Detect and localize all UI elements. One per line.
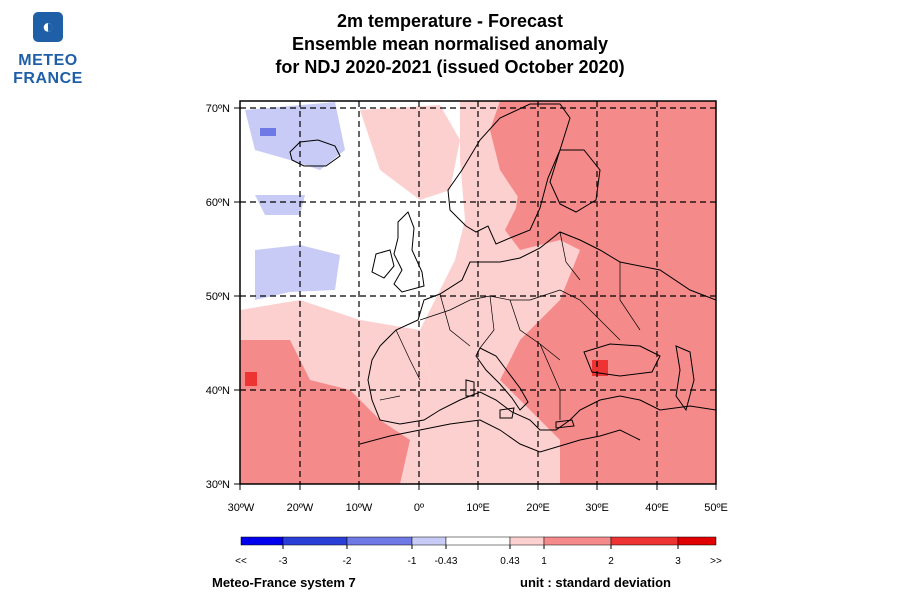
logo-line1: METEO — [18, 52, 78, 69]
anomaly-zone-strong-north — [515, 170, 580, 240]
lon-label: 40ºE — [645, 502, 669, 514]
coastline-ireland — [371, 249, 395, 279]
colorbar-label: -2 — [343, 556, 352, 567]
colorbar-labels: << -3 -2 -1 -0.43 0.43 1 2 3 >> — [235, 556, 722, 567]
colorbar-segment — [543, 536, 612, 546]
lon-label: 20ºE — [526, 502, 550, 514]
colorbar-label: -0.43 — [435, 556, 458, 567]
coastline-caspian — [675, 345, 695, 412]
lat-labels: 70ºN 60ºN 50ºN 40ºN 30ºN — [206, 103, 230, 491]
lat-label: 50ºN — [206, 291, 230, 303]
coastline-scandinavia — [447, 103, 571, 245]
colorbar-segment — [411, 536, 447, 546]
colorbar-segment — [240, 536, 284, 546]
colorbar-segment — [445, 536, 511, 546]
axis-ticks — [234, 107, 717, 490]
anomaly-zone-light-north — [360, 105, 460, 200]
anomaly-cell-deep-red — [245, 372, 257, 386]
coastline-italy — [475, 347, 529, 411]
colorbar-label: 0.43 — [500, 556, 520, 567]
colorbar — [240, 536, 717, 549]
colorbar-segment — [346, 536, 413, 546]
colorbar-segment — [677, 536, 717, 546]
coastline-continent — [367, 231, 716, 431]
colorbar-label: >> — [710, 556, 722, 567]
coastline-sardinia — [465, 379, 475, 397]
lat-label: 60ºN — [206, 197, 230, 209]
colorbar-segment — [610, 536, 679, 546]
lon-label: 50ºE — [704, 502, 728, 514]
logo-text: METEO FRANCE — [8, 52, 88, 88]
lat-label: 30ºN — [206, 479, 230, 491]
coastline-north-africa — [359, 419, 641, 453]
lon-label: 20ºW — [287, 502, 314, 514]
logo-line2: FRANCE — [13, 70, 83, 87]
colorbar-label: -1 — [408, 556, 417, 567]
model-name: Meteo-France system 7 — [212, 575, 356, 590]
coastline-great-britain — [393, 211, 425, 293]
coastline-crete — [555, 419, 575, 429]
lon-label: 30ºE — [585, 502, 609, 514]
anomaly-cell-deep-red — [592, 360, 608, 376]
lon-label: 10ºW — [346, 502, 373, 514]
anomaly-cell-deep-blue — [260, 128, 276, 136]
meteo-france-logo-icon: ◐ — [33, 12, 63, 42]
title-line3: for NDJ 2020-2021 (issued October 2020) — [275, 57, 625, 77]
colorbar-segment — [509, 536, 545, 546]
unit-label: unit : standard deviation — [520, 575, 671, 590]
map-grid — [240, 101, 716, 484]
coastline-sicily — [499, 407, 515, 419]
anomaly-zone-blue-west — [255, 245, 340, 300]
title-line1: 2m temperature - Forecast — [336, 11, 564, 31]
colorbar-label: -3 — [279, 556, 288, 567]
lon-label: 0º — [414, 502, 424, 514]
colorbar-segment — [282, 536, 348, 546]
colorbar-label: 3 — [675, 556, 681, 567]
anomaly-zone-strong-southwest — [240, 340, 410, 484]
anomaly-zone-blue-north — [245, 102, 345, 170]
anomaly-zone-blue-mid — [255, 195, 305, 215]
colorbar-label: 2 — [608, 556, 614, 567]
chart-title: 2m temperature - Forecast Ensemble mean … — [180, 10, 720, 79]
lat-label: 70ºN — [206, 103, 230, 115]
title-line2: Ensemble mean normalised anomaly — [291, 34, 609, 54]
coastline-iceland — [289, 139, 341, 167]
coastline-finland — [549, 149, 601, 213]
lon-labels: 30ºW 20ºW 10ºW 0º 10ºE 20ºE 30ºE 40ºE 50… — [228, 502, 728, 514]
colorbar-label: 1 — [541, 556, 547, 567]
lon-label: 10ºE — [466, 502, 490, 514]
lat-label: 40ºN — [206, 385, 230, 397]
colorbar-label: << — [235, 556, 247, 567]
lon-label: 30ºW — [228, 502, 255, 514]
meteo-france-logo: ◐ METEO FRANCE — [8, 8, 88, 90]
